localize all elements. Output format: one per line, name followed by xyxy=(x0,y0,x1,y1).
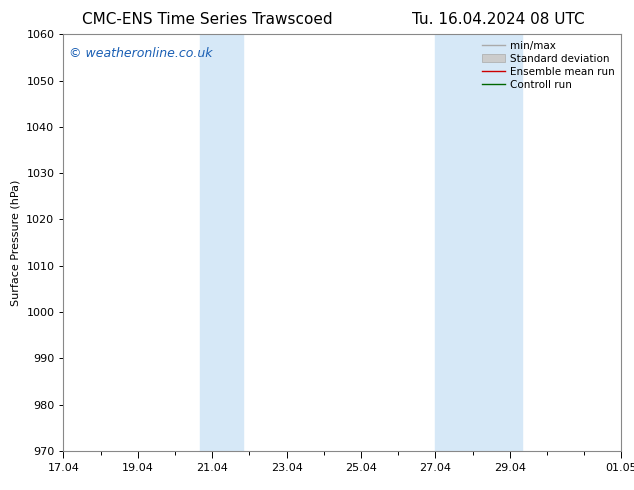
Bar xyxy=(436,34,522,451)
Text: Tu. 16.04.2024 08 UTC: Tu. 16.04.2024 08 UTC xyxy=(412,12,585,27)
Text: CMC-ENS Time Series Trawscoed: CMC-ENS Time Series Trawscoed xyxy=(82,12,333,27)
Legend: min/max, Standard deviation, Ensemble mean run, Controll run: min/max, Standard deviation, Ensemble me… xyxy=(478,36,619,94)
Y-axis label: Surface Pressure (hPa): Surface Pressure (hPa) xyxy=(11,179,21,306)
Text: © weatheronline.co.uk: © weatheronline.co.uk xyxy=(69,47,212,60)
Bar xyxy=(200,34,243,451)
